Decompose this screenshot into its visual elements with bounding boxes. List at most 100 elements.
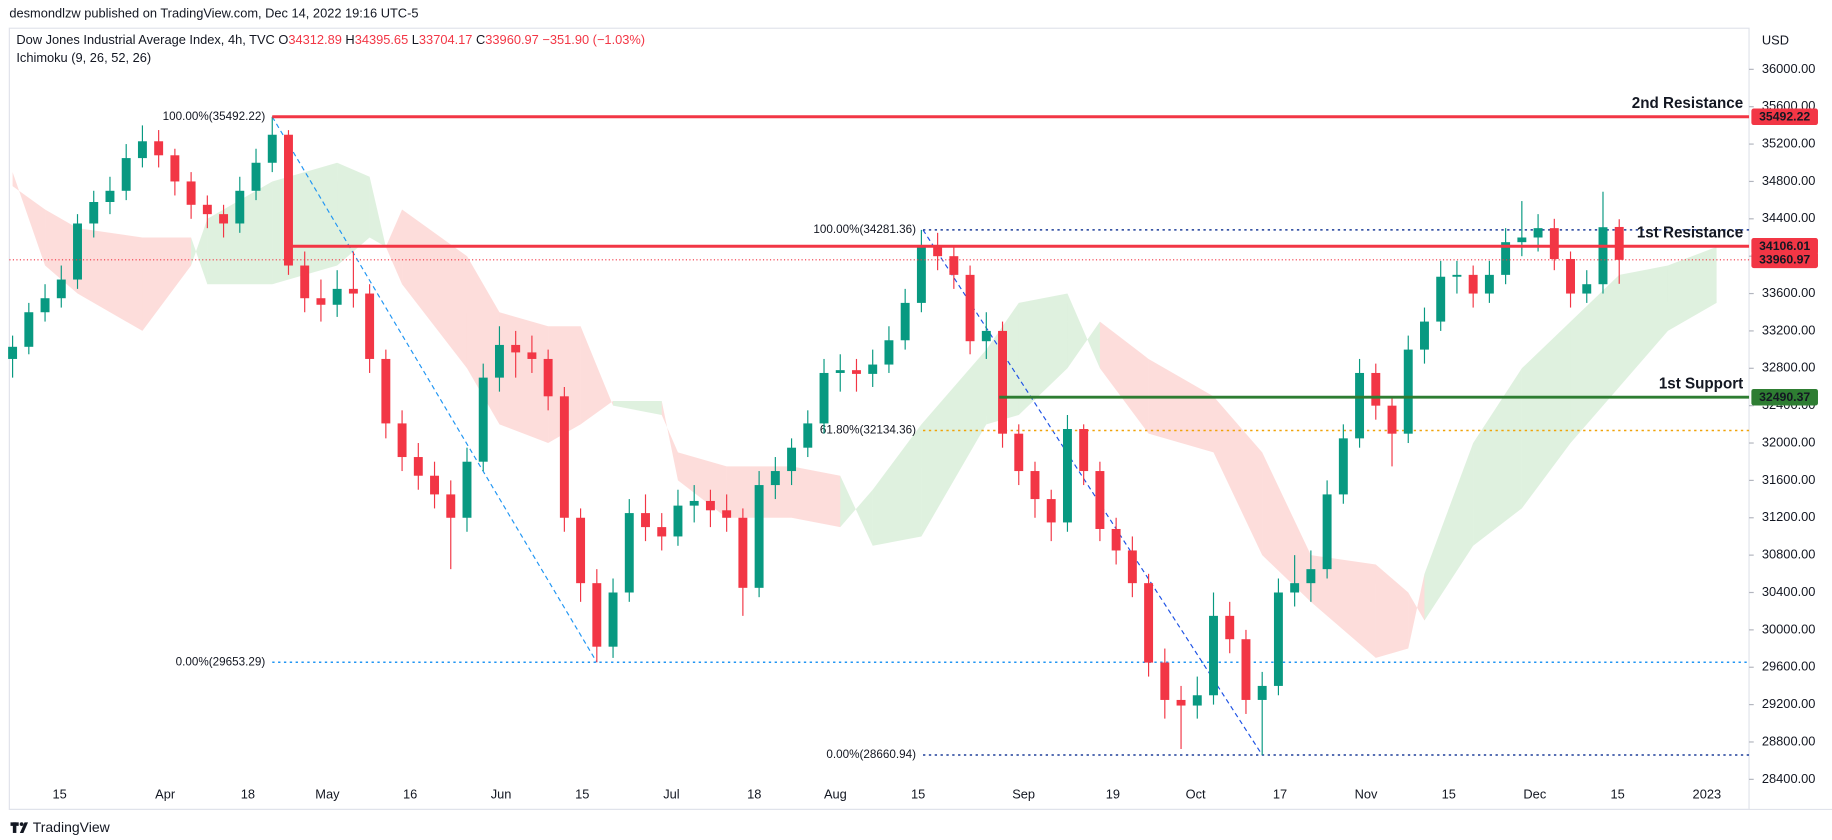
cloud-segment bbox=[1570, 274, 1620, 444]
y-tick-label: 34400.00 bbox=[1762, 210, 1816, 225]
x-tick-label: 18 bbox=[747, 787, 761, 802]
candle-body bbox=[430, 475, 439, 495]
cloud-segment bbox=[613, 400, 662, 415]
cloud-segment bbox=[1262, 452, 1311, 602]
cloud-segment bbox=[1310, 555, 1376, 658]
candle-body bbox=[835, 370, 845, 373]
x-tick-label: 15 bbox=[1610, 787, 1624, 802]
fib-label: 0.00%(28660.94) bbox=[826, 748, 916, 761]
candle-body bbox=[1501, 242, 1511, 275]
candle-body bbox=[8, 346, 18, 359]
candle-body bbox=[1273, 592, 1283, 686]
candle-body bbox=[1160, 662, 1170, 700]
candle-body bbox=[1290, 583, 1300, 593]
candle-body bbox=[527, 352, 537, 359]
y-tick-label: 29200.00 bbox=[1762, 696, 1816, 711]
x-tick-label: 19 bbox=[1106, 787, 1120, 802]
candle-body bbox=[1176, 699, 1186, 706]
cloud-segment bbox=[45, 209, 78, 294]
candle-body bbox=[738, 517, 748, 588]
candle-body bbox=[1030, 471, 1040, 500]
candle-body bbox=[154, 141, 164, 156]
candle-body bbox=[413, 457, 423, 476]
candle-body bbox=[24, 312, 34, 347]
candle-body bbox=[1079, 429, 1089, 472]
x-tick-label: Jun bbox=[491, 787, 512, 802]
level-name: 1st Resistance bbox=[1637, 224, 1743, 241]
ohlc-key: C bbox=[476, 33, 485, 48]
candle-body bbox=[1355, 372, 1365, 439]
candle-body bbox=[381, 358, 391, 424]
candle-body bbox=[576, 517, 586, 584]
brand: TradingView bbox=[33, 819, 111, 835]
y-tick-label: 30800.00 bbox=[1762, 547, 1816, 562]
candle-body bbox=[998, 330, 1007, 434]
ohlc-legend: Dow Jones Industrial Average Index, 4h, … bbox=[16, 33, 645, 48]
candle-body bbox=[40, 298, 50, 313]
brand-logo bbox=[10, 822, 29, 833]
candle-body bbox=[916, 246, 926, 303]
candle-body bbox=[1306, 569, 1316, 584]
candle-body bbox=[1436, 276, 1446, 322]
fib-label: 0.00%(29653.29) bbox=[176, 655, 266, 668]
candle-body bbox=[592, 583, 602, 647]
cloud-segment bbox=[1099, 321, 1149, 434]
y-tick-label: 30400.00 bbox=[1762, 584, 1816, 599]
candle-body bbox=[1322, 494, 1332, 570]
candle-body bbox=[56, 279, 66, 299]
y-tick-label: 30000.00 bbox=[1762, 621, 1816, 636]
candle-body bbox=[89, 201, 99, 224]
candle-body bbox=[1144, 583, 1154, 663]
candle-body bbox=[121, 158, 131, 191]
cloud-segment bbox=[580, 326, 614, 425]
candle-body bbox=[1468, 274, 1478, 294]
cloud-segment bbox=[12, 172, 46, 266]
candle-body bbox=[1549, 228, 1559, 259]
candle-body bbox=[1420, 321, 1429, 350]
candle-body bbox=[1225, 615, 1235, 640]
price-tag-label: 34106.01 bbox=[1759, 239, 1810, 253]
x-tick-label: Dec bbox=[1523, 787, 1546, 802]
candle-body bbox=[1517, 237, 1527, 243]
cloud-segment bbox=[1375, 564, 1409, 658]
candle-body bbox=[284, 134, 293, 266]
candle-body bbox=[1209, 615, 1218, 696]
y-tick-label: 31600.00 bbox=[1762, 472, 1816, 487]
cloud-segment bbox=[1521, 321, 1571, 509]
candle-body bbox=[705, 500, 715, 511]
cloud-segment bbox=[1213, 396, 1263, 556]
candle-body bbox=[267, 134, 277, 163]
ohlc-value: 34395.65 bbox=[355, 33, 409, 48]
candle-body bbox=[1371, 372, 1381, 406]
cloud-segment bbox=[77, 228, 143, 331]
candle-body bbox=[73, 223, 82, 280]
candle-body bbox=[981, 330, 991, 342]
cloud-segment bbox=[402, 209, 467, 369]
cloud-segment bbox=[791, 466, 841, 528]
cloud-segment bbox=[191, 218, 208, 285]
symbol: Dow Jones Industrial Average Index, 4h, … bbox=[16, 33, 274, 48]
candle-body bbox=[1241, 639, 1251, 700]
y-tick-label: 32000.00 bbox=[1762, 434, 1816, 449]
y-tick-label: 32800.00 bbox=[1762, 360, 1816, 375]
x-tick-label: 18 bbox=[241, 787, 255, 802]
candle-body bbox=[900, 302, 910, 341]
cloud-segment bbox=[1667, 246, 1717, 331]
candle-body bbox=[641, 513, 650, 528]
cloud-segment bbox=[466, 256, 500, 425]
candle-body bbox=[105, 190, 115, 202]
x-tick-label: 16 bbox=[403, 787, 417, 802]
ohlc-value: 34312.89 bbox=[288, 33, 342, 48]
candle-body bbox=[397, 423, 407, 458]
x-tick-label: 15 bbox=[53, 787, 67, 802]
candle-body bbox=[949, 256, 959, 275]
candle-body bbox=[219, 214, 229, 224]
candle-body bbox=[478, 377, 488, 462]
fib-label: 100.00%(34281.36) bbox=[813, 223, 916, 236]
price-tag bbox=[1751, 108, 1818, 126]
candle-body bbox=[608, 592, 618, 647]
candle-body bbox=[673, 505, 683, 537]
fib-label: 100.00%(35492.22) bbox=[163, 110, 266, 123]
